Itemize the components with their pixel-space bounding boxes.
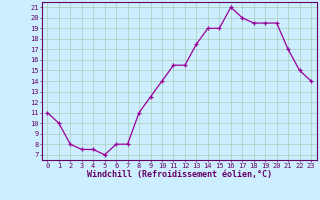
X-axis label: Windchill (Refroidissement éolien,°C): Windchill (Refroidissement éolien,°C) xyxy=(87,170,272,179)
